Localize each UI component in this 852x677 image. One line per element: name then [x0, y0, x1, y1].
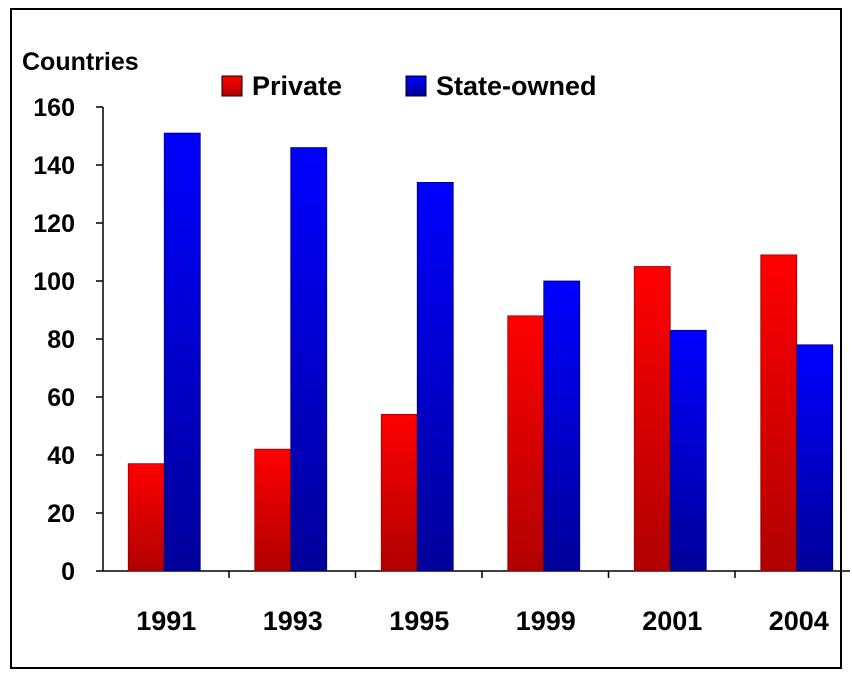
y-axis: 0 20 40 60 80 100 120 140 160	[33, 94, 104, 586]
y-tick-label: 60	[47, 384, 75, 412]
x-tick-label: 2004	[769, 606, 829, 636]
legend-swatch	[221, 75, 243, 97]
bar-state-owned	[669, 329, 707, 572]
y-tick-label: 0	[61, 558, 75, 586]
y-axis-label: Countries	[22, 48, 139, 76]
y-tick-label: 140	[33, 152, 75, 180]
x-tick-label: 1995	[389, 606, 449, 636]
bar-private	[633, 266, 671, 572]
x-tick-label: 2001	[642, 606, 702, 636]
legend-label: Private	[252, 71, 342, 101]
bar-private	[380, 413, 418, 572]
x-tick-label: 1993	[263, 606, 323, 636]
bar-private	[127, 463, 165, 572]
y-tick-label: 160	[33, 94, 75, 122]
y-tick-label: 80	[47, 326, 75, 354]
bar-private	[507, 315, 545, 572]
x-axis: 1991 1993 1995 1999 2001 2004	[103, 570, 850, 636]
bar-state-owned	[543, 280, 581, 572]
bars	[127, 132, 834, 572]
legend: Private State-owned	[221, 71, 597, 101]
bar-private	[254, 448, 292, 572]
legend-swatch	[405, 75, 427, 97]
y-tick-label: 40	[47, 442, 75, 470]
bar-state-owned	[163, 132, 201, 572]
legend-label: State-owned	[436, 71, 597, 101]
x-tick-label: 1999	[516, 606, 576, 636]
y-tick-label: 120	[33, 210, 75, 238]
bar-state-owned	[416, 181, 454, 572]
y-tick-label: 100	[33, 268, 75, 296]
bar-state-owned	[796, 344, 834, 572]
bar-private	[760, 254, 798, 572]
bar-state-owned	[290, 147, 328, 572]
y-tick-label: 20	[47, 500, 75, 528]
x-tick-label: 1991	[136, 606, 196, 636]
